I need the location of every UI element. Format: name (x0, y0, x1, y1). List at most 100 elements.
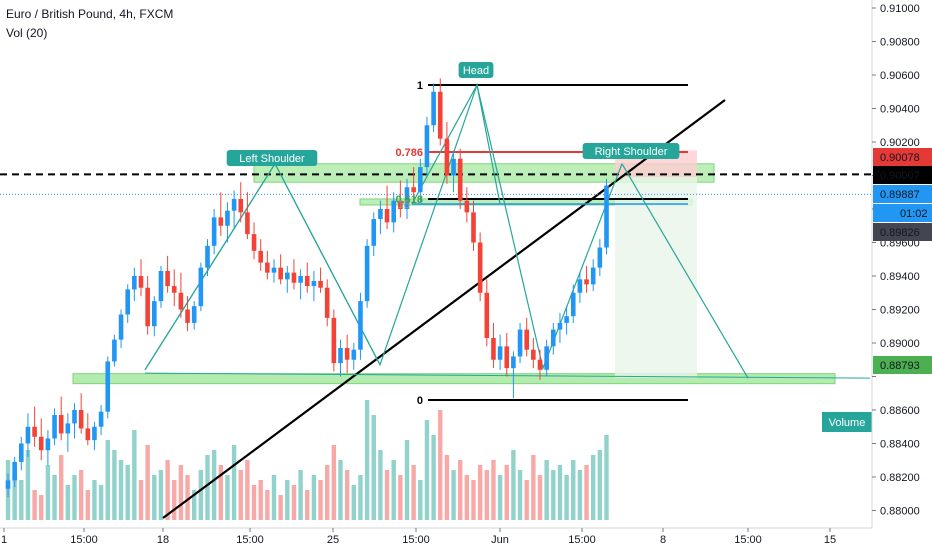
candle-body (278, 267, 283, 280)
candle-body (431, 91, 436, 126)
candle-body (557, 322, 563, 330)
volume-bar (424, 420, 430, 520)
volume-bar (19, 480, 24, 520)
volume-bar (165, 460, 170, 520)
volume-bar (225, 475, 230, 520)
right-shoulder-label: Right Shoulder (595, 146, 668, 158)
candle-body (211, 217, 217, 246)
candle-body (324, 287, 330, 318)
volume-bar (65, 485, 71, 520)
candle-body (72, 410, 77, 424)
candle-body (464, 200, 470, 213)
volume-bar (92, 480, 97, 520)
candle-body (457, 158, 463, 201)
volume-bar (517, 470, 523, 520)
candle-body (105, 361, 111, 412)
price-axis-label-bg (873, 223, 932, 241)
volume-bar (39, 495, 44, 520)
candle-body (291, 272, 297, 283)
candle-body (265, 262, 270, 273)
head-and-shoulders-pattern[interactable] (144, 82, 623, 371)
candle-body (205, 245, 210, 268)
candle-body (132, 276, 137, 290)
candle-body (78, 410, 84, 429)
volume-badge-bg (822, 412, 872, 432)
left-shoulder-label-bg (226, 150, 318, 166)
candle-body (225, 210, 230, 226)
candle-body (358, 301, 363, 350)
candle-body (92, 426, 97, 441)
take-profit-area[interactable] (615, 177, 697, 378)
candle-body (477, 242, 483, 293)
candle-body (218, 217, 224, 226)
fib-level-label: 1 (417, 80, 423, 92)
volume-bar (185, 475, 190, 520)
candle-body (118, 314, 124, 340)
candle-body (245, 212, 250, 235)
volume-bar (551, 470, 556, 520)
candle-body (165, 270, 170, 287)
volume-bar (218, 465, 223, 520)
volume-bar (178, 465, 184, 520)
time-axis[interactable]: 1 15:00 18 15:00 25 15:00 Jun 15:00 8 15:00 15 (0, 527, 872, 546)
candle-body (418, 167, 423, 193)
price-axis-bg (872, 0, 932, 550)
price-axis-label-bg (873, 356, 932, 374)
volume-bar (311, 475, 317, 520)
candle-body (271, 267, 277, 273)
head-label-bg (458, 62, 494, 78)
candle-body (404, 187, 410, 209)
candle-body (344, 348, 350, 360)
candle-body (338, 348, 343, 364)
candle-body (331, 317, 337, 364)
time-tick-label: 15:00 (402, 534, 430, 546)
volume-bar (298, 470, 303, 520)
ascending-trendline[interactable] (162, 99, 726, 519)
price-tick-label: 0.90400 (880, 104, 920, 116)
volume-bar (584, 465, 589, 520)
volume-bar (378, 450, 383, 520)
volume-bar (265, 490, 270, 520)
candle-body (191, 306, 197, 323)
volume-bar (451, 470, 456, 520)
volume-bar (211, 450, 217, 520)
candle-body (231, 198, 237, 211)
candle-body (311, 281, 317, 287)
time-tick-label: 15:00 (568, 534, 596, 546)
candle-body (185, 309, 190, 323)
volume-bar (45, 465, 51, 520)
candle-body (198, 267, 204, 307)
volume-bar (78, 470, 84, 520)
candle-body (58, 415, 64, 434)
candle-body (584, 279, 589, 285)
candle-body (497, 346, 503, 360)
volume-bar (338, 460, 343, 520)
neckline[interactable] (144, 372, 871, 379)
annotations-layer: 1 0.786 0.618 0 15 Left Shoulder Head Right Sho… (226, 62, 872, 432)
drawing-layer (0, 82, 872, 519)
candle-body (171, 286, 177, 293)
projection-leg (621, 163, 749, 379)
volume-bar (604, 435, 609, 520)
volume-bar (32, 490, 37, 520)
volume-bar (484, 470, 489, 520)
symbol-title: Euro / British Pound, 4h, FXCM (6, 7, 174, 21)
candle-body (398, 200, 403, 209)
shoulder-resistance-zone[interactable] (253, 163, 715, 183)
volume-indicator-title: Vol (20) (6, 26, 48, 40)
volume-bar (511, 450, 516, 520)
neckline-zone[interactable] (72, 373, 836, 385)
price-axis[interactable]: 0.910000.908000.906000.904000.902000.896… (871, 0, 932, 550)
volume-bar (471, 480, 476, 520)
candle-body (391, 200, 396, 223)
candle-body (517, 329, 523, 357)
volume-bar (371, 415, 376, 520)
candle-body (424, 125, 430, 168)
time-tick-label: 1 (1, 534, 7, 546)
volume-bar (138, 480, 144, 520)
price-tick-label: 0.89200 (880, 305, 920, 317)
time-tick-label: 15:00 (70, 534, 98, 546)
volume-bar (477, 465, 483, 520)
volume-bar (205, 455, 210, 520)
